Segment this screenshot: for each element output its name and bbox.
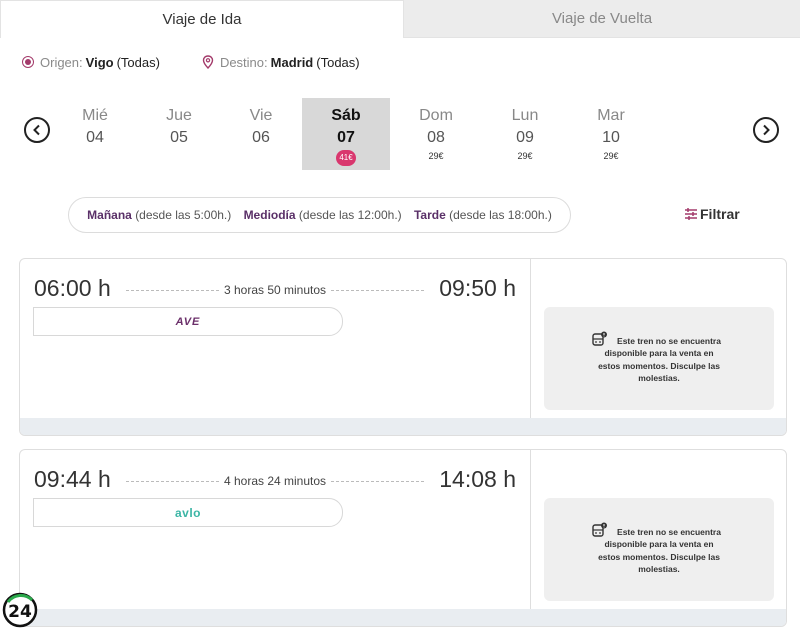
day-price: 29€ (428, 151, 444, 161)
day-name: Mar (597, 107, 625, 124)
day-number: 06 (252, 129, 270, 146)
filter-afternoon[interactable]: Tarde (desde las 18:00h.) (414, 208, 552, 222)
time-of-day-filter: Mañana (desde las 5:00h.) Mediodía (desd… (68, 197, 571, 233)
train-brand: AVE (33, 307, 343, 336)
filter-morning-label: Mañana (87, 208, 132, 222)
tab-outbound[interactable]: Viaje de Ida (0, 0, 404, 38)
ave-logo: AVE (175, 315, 201, 328)
train-brand: avlo (33, 498, 343, 527)
train-unavailable-icon (592, 331, 607, 346)
logo-text: 24 (8, 602, 32, 622)
filter-midday-detail: (desde las 12:00h.) (298, 208, 402, 222)
prev-dates-button[interactable] (24, 117, 50, 143)
next-dates-button[interactable] (753, 117, 779, 143)
origin-label: Origen: (40, 54, 83, 70)
day-number: 05 (170, 129, 188, 146)
day-name: Sáb (331, 107, 361, 124)
origin-radio-icon (22, 56, 34, 68)
day-number: 08 (427, 129, 445, 146)
unavailable-text: Este tren no se encuentra disponible par… (598, 526, 721, 575)
train-card[interactable]: 09:44 h 4 horas 24 minutos 14:08 h avlo … (19, 449, 787, 627)
trip-duration: 4 horas 24 minutos (126, 474, 424, 488)
filter-morning[interactable]: Mañana (desde las 5:00h.) (87, 208, 231, 222)
day-name: Jue (166, 107, 192, 124)
sliders-icon (685, 208, 697, 220)
tab-return[interactable]: Viaje de Vuelta (404, 0, 800, 38)
day-price: 29€ (517, 151, 533, 161)
arrival-time: 14:08 h (439, 466, 516, 492)
site-logo-24: 24 (2, 592, 38, 628)
destination-label: Destino: (219, 54, 268, 70)
day-number: 10 (602, 129, 620, 146)
chevron-right-icon (763, 124, 770, 136)
unavailable-notice: Este tren no se encuentra disponible par… (544, 498, 774, 601)
day-wed[interactable]: Mié 04 (51, 98, 139, 170)
trip-duration-text: 3 horas 50 minutos (219, 283, 331, 297)
departure-time: 06:00 h (34, 275, 111, 301)
card-footer (20, 418, 786, 435)
day-sat-selected[interactable]: Sáb 07 41€ (302, 98, 390, 170)
filter-midday[interactable]: Mediodía (desde las 12:00h.) (244, 208, 402, 222)
day-fri[interactable]: Vie 06 (217, 98, 305, 170)
day-name: Lun (511, 107, 539, 124)
day-sun[interactable]: Dom 08 29€ (392, 98, 480, 170)
departure-time: 09:44 h (34, 466, 111, 492)
filter-afternoon-label: Tarde (413, 208, 446, 222)
trip-duration-text: 4 horas 24 minutos (219, 474, 331, 488)
trip-duration: 3 horas 50 minutos (126, 283, 424, 297)
day-number: 09 (516, 129, 534, 146)
train-unavailable-icon (592, 522, 607, 537)
price-badge: 41€ (336, 150, 356, 166)
day-tue[interactable]: Mar 10 29€ (567, 98, 655, 170)
destination-sub: (Todas) (316, 54, 360, 70)
filter-label: Filtrar (700, 206, 740, 222)
filter-afternoon-detail: (desde las 18:00h.) (449, 208, 552, 222)
day-price: 29€ (603, 151, 619, 161)
unavailable-text: Este tren no se encuentra disponible par… (598, 335, 721, 384)
chevron-left-icon (33, 124, 40, 136)
origin: Origen: Vigo (Todas) (22, 55, 160, 70)
route-summary: Origen: Vigo (Todas) Destino: Madrid (To… (22, 52, 402, 72)
arrival-time: 09:50 h (439, 275, 516, 301)
destination: Destino: Madrid (Todas) (202, 55, 360, 70)
day-thu[interactable]: Jue 05 (135, 98, 223, 170)
train-card[interactable]: 06:00 h 3 horas 50 minutos 09:50 h AVE E… (19, 258, 787, 436)
filter-button[interactable]: Filtrar (684, 206, 740, 222)
card-footer (20, 609, 786, 626)
origin-sub: (Todas) (116, 54, 160, 70)
unavailable-notice: Este tren no se encuentra disponible par… (544, 307, 774, 410)
trip-tabs: Viaje de Ida Viaje de Vuelta (0, 0, 800, 38)
avlo-logo: avlo (174, 505, 201, 520)
day-name: Mié (82, 107, 108, 124)
card-divider (530, 259, 531, 418)
day-mon[interactable]: Lun 09 29€ (481, 98, 569, 170)
filter-midday-label: Mediodía (243, 208, 296, 222)
day-name: Dom (419, 107, 453, 124)
day-number: 04 (86, 129, 104, 146)
day-number: 07 (337, 129, 355, 146)
destination-value: Madrid (270, 54, 314, 70)
origin-value: Vigo (85, 54, 114, 70)
location-pin-icon (202, 55, 214, 69)
card-divider (530, 450, 531, 609)
day-name: Vie (249, 107, 273, 124)
filter-morning-detail: (desde las 5:00h.) (135, 208, 232, 222)
